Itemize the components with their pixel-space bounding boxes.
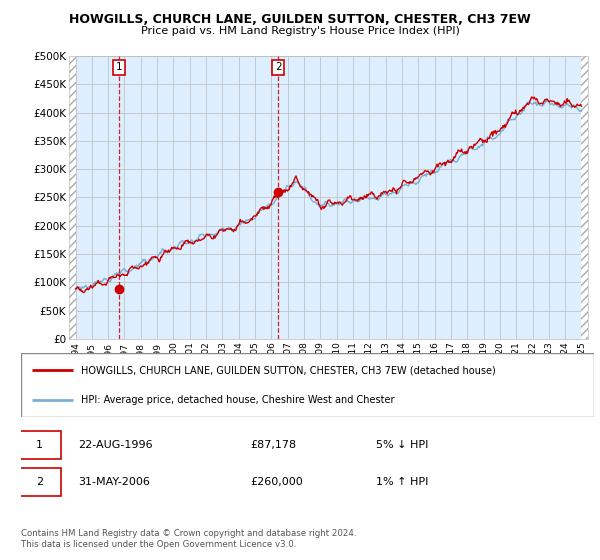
Text: 1: 1 — [115, 62, 122, 72]
Text: 1% ↑ HPI: 1% ↑ HPI — [376, 478, 428, 487]
Text: £260,000: £260,000 — [250, 478, 303, 487]
Text: 5% ↓ HPI: 5% ↓ HPI — [376, 440, 428, 450]
Text: HPI: Average price, detached house, Cheshire West and Chester: HPI: Average price, detached house, Ches… — [81, 395, 395, 405]
Text: 31-MAY-2006: 31-MAY-2006 — [79, 478, 150, 487]
Text: £87,178: £87,178 — [250, 440, 296, 450]
Text: 2: 2 — [275, 62, 281, 72]
Bar — [581, 56, 588, 339]
Text: 2: 2 — [36, 478, 43, 487]
Text: Contains HM Land Registry data © Crown copyright and database right 2024.
This d: Contains HM Land Registry data © Crown c… — [21, 529, 356, 549]
FancyBboxPatch shape — [18, 468, 61, 496]
Text: 22-AUG-1996: 22-AUG-1996 — [79, 440, 153, 450]
FancyBboxPatch shape — [18, 431, 61, 459]
Text: 1: 1 — [36, 440, 43, 450]
Text: Price paid vs. HM Land Registry's House Price Index (HPI): Price paid vs. HM Land Registry's House … — [140, 26, 460, 36]
Text: HOWGILLS, CHURCH LANE, GUILDEN SUTTON, CHESTER, CH3 7EW (detached house): HOWGILLS, CHURCH LANE, GUILDEN SUTTON, C… — [81, 365, 496, 375]
Text: HOWGILLS, CHURCH LANE, GUILDEN SUTTON, CHESTER, CH3 7EW: HOWGILLS, CHURCH LANE, GUILDEN SUTTON, C… — [69, 13, 531, 26]
Bar — [69, 56, 76, 339]
